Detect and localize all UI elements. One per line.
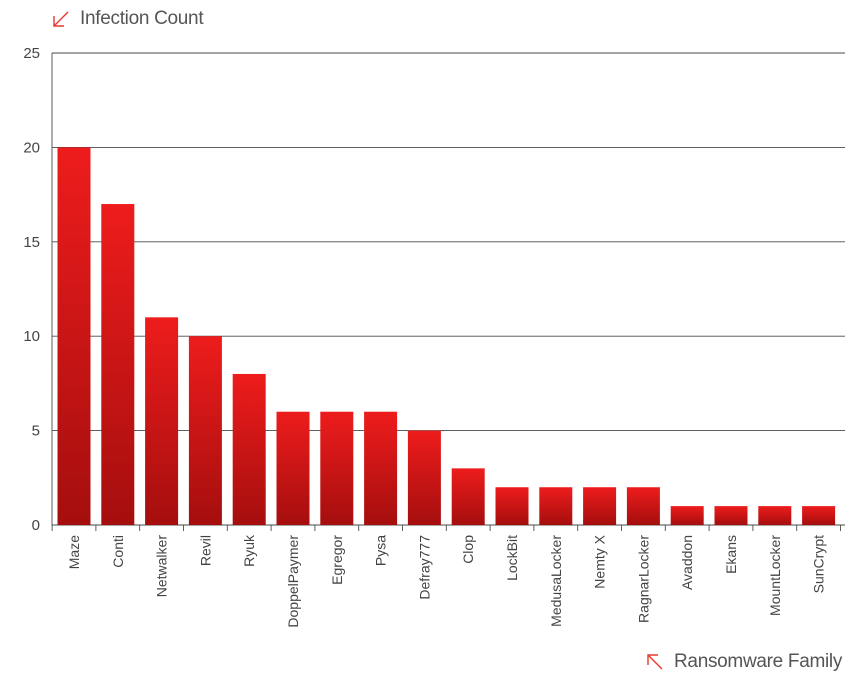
bar-clop xyxy=(451,468,485,525)
x-tick-label: RagnarLocker xyxy=(635,535,651,623)
x-axis-label: Ransomware Family xyxy=(674,651,843,672)
bar-avaddon xyxy=(670,506,704,525)
arrow-up-left-icon xyxy=(647,654,663,670)
bar-maze xyxy=(57,147,91,525)
x-tick-label: DoppelPaymer xyxy=(285,535,301,628)
bar-revil xyxy=(188,336,222,525)
bar-ragnarlocker xyxy=(626,487,660,525)
bar-netwalker xyxy=(145,317,179,525)
x-axis-legend: Ransomware Family xyxy=(646,651,842,673)
bar-suncrypt xyxy=(802,506,836,525)
x-tick-label: MedusaLocker xyxy=(548,535,564,627)
x-tick-label: Maze xyxy=(66,535,82,569)
x-tick-label: MountLocker xyxy=(767,535,783,616)
bar-ryuk xyxy=(232,373,266,525)
bar-doppelpaymer xyxy=(276,411,310,525)
bar-pysa xyxy=(364,411,398,525)
bar-defray777 xyxy=(407,430,441,525)
x-tick-label: Ryuk xyxy=(241,534,257,567)
x-tick-label: Nemty X xyxy=(592,534,608,588)
bar-medusalocker xyxy=(539,487,573,525)
x-tick-label: Netwalker xyxy=(154,535,170,598)
y-tick-label: 25 xyxy=(23,45,40,62)
x-tick-label: Clop xyxy=(460,535,476,564)
x-tick-label: Ekans xyxy=(723,535,739,574)
x-tick-label: Avaddon xyxy=(679,535,695,590)
y-axis-legend: Infection Count xyxy=(52,8,204,30)
y-tick-label: 0 xyxy=(32,517,40,534)
bar-lockbit xyxy=(495,487,529,525)
x-tick-label: Pysa xyxy=(373,535,389,566)
arrow-down-left-icon xyxy=(53,11,69,27)
x-tick-label: SunCrypt xyxy=(811,535,827,593)
x-tick-label: LockBit xyxy=(504,535,520,581)
bar-nemty-x xyxy=(583,487,617,525)
bar-egregor xyxy=(320,411,354,525)
x-tick-label: Egregor xyxy=(329,535,345,585)
x-tick-label: Defray777 xyxy=(416,535,432,600)
bar-conti xyxy=(101,204,135,526)
bar-ekans xyxy=(714,506,748,525)
y-tick-label: 5 xyxy=(32,423,40,440)
y-tick-label: 15 xyxy=(23,234,40,251)
x-tick-label: Revil xyxy=(197,535,213,566)
x-tick-label: Conti xyxy=(110,535,126,568)
y-axis-label: Infection Count xyxy=(80,8,204,29)
bar-mountlocker xyxy=(758,506,792,525)
y-tick-label: 10 xyxy=(23,328,40,345)
y-tick-label: 20 xyxy=(23,139,40,156)
